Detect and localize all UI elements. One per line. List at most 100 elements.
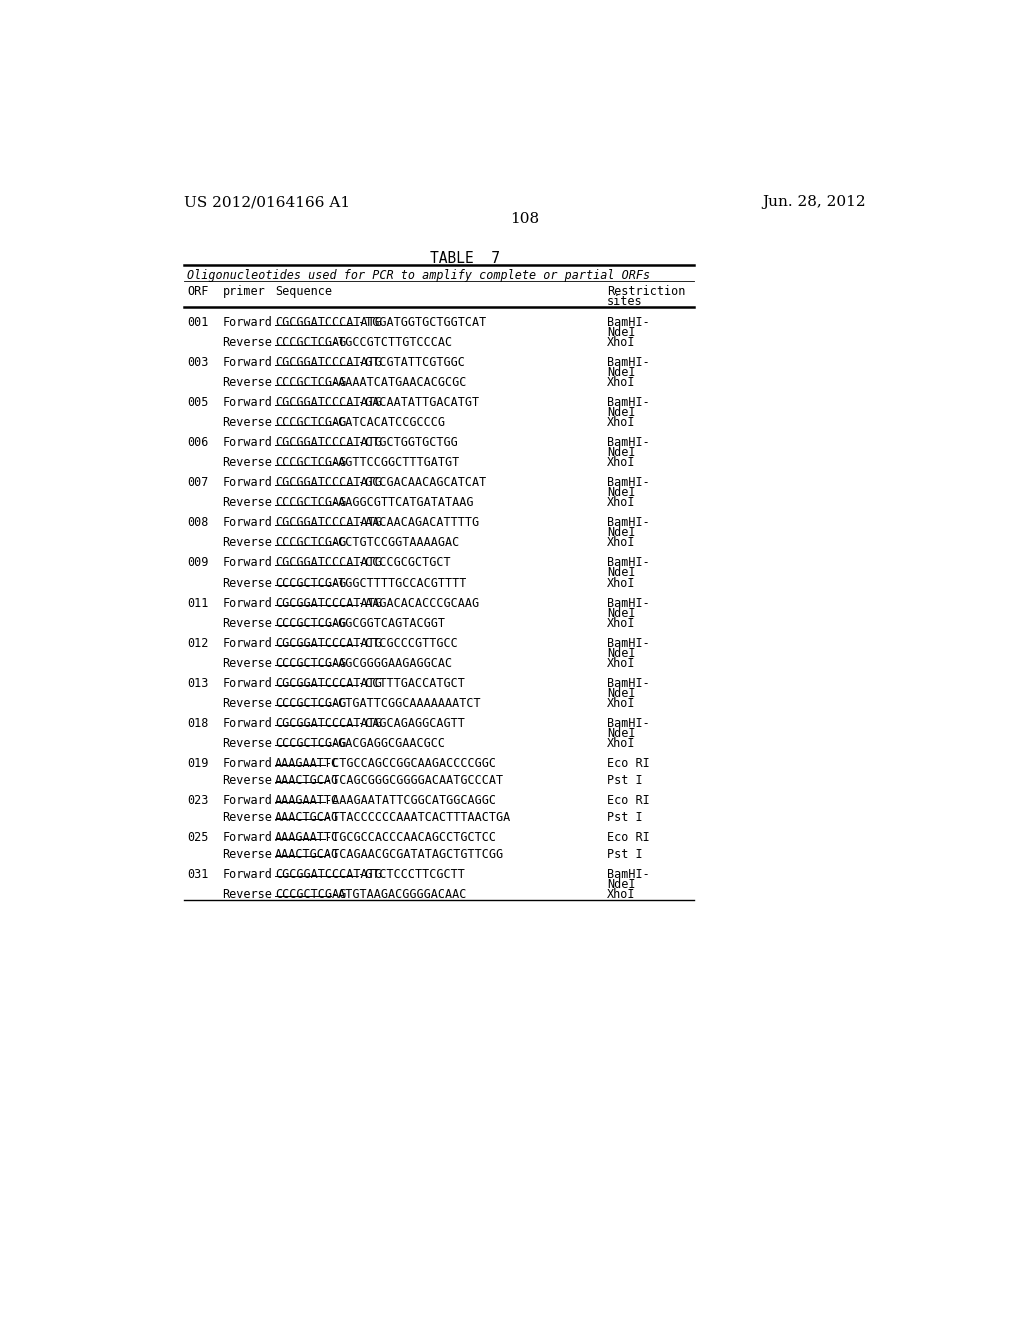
Text: AAACTGCAG: AAACTGCAG xyxy=(275,810,339,824)
Text: -CAGCAGAGGCAGTT: -CAGCAGAGGCAGTT xyxy=(358,717,465,730)
Text: BamHI-: BamHI- xyxy=(607,317,649,329)
Text: CCCGCTCGAG: CCCGCTCGAG xyxy=(275,376,346,389)
Text: CGCGGATCCCATATG: CGCGGATCCCATATG xyxy=(275,477,382,490)
Text: -GGCGGTCAGTACGGT: -GGCGGTCAGTACGGT xyxy=(331,616,444,630)
Text: NdeI: NdeI xyxy=(607,527,636,540)
Text: Pst I: Pst I xyxy=(607,774,643,787)
Text: 023: 023 xyxy=(187,793,208,807)
Text: -TGGCTTTTGCCACGTTTT: -TGGCTTTTGCCACGTTTT xyxy=(331,577,466,590)
Text: 009: 009 xyxy=(187,557,208,569)
Text: -CCTGTCCGGTAAAAGAC: -CCTGTCCGGTAAAAGAC xyxy=(331,536,459,549)
Text: CGCGGATCCCATATG: CGCGGATCCCATATG xyxy=(275,597,382,610)
Text: Reverse: Reverse xyxy=(222,376,272,389)
Text: 011: 011 xyxy=(187,597,208,610)
Text: Pst I: Pst I xyxy=(607,810,643,824)
Text: AAAGAATTC: AAAGAATTC xyxy=(275,756,339,770)
Text: Forward: Forward xyxy=(222,717,272,730)
Text: Sequence: Sequence xyxy=(275,285,332,298)
Text: BamHI-: BamHI- xyxy=(607,516,649,529)
Text: CGCGGATCCCATATG: CGCGGATCCCATATG xyxy=(275,356,382,370)
Text: -CATCACATCCGCCCG: -CATCACATCCGCCCG xyxy=(331,416,444,429)
Text: Forward: Forward xyxy=(222,677,272,689)
Text: CCCGCTCGAG: CCCGCTCGAG xyxy=(275,697,346,710)
Text: NdeI: NdeI xyxy=(607,446,636,459)
Text: -AAAGAATATTCGGCATGGCAGGC: -AAAGAATATTCGGCATGGCAGGC xyxy=(325,793,496,807)
Text: 013: 013 xyxy=(187,677,208,689)
Text: Forward: Forward xyxy=(222,317,272,329)
Text: primer: primer xyxy=(222,285,265,298)
Text: 025: 025 xyxy=(187,830,208,843)
Text: Reverse: Reverse xyxy=(222,416,272,429)
Text: -TCAGAACGCGATATAGCTGTTCGG: -TCAGAACGCGATATAGCTGTTCGG xyxy=(325,847,503,861)
Text: CCCGCTCGAG: CCCGCTCGAG xyxy=(275,496,346,510)
Text: Forward: Forward xyxy=(222,756,272,770)
Text: CGCGGATCCCATATG: CGCGGATCCCATATG xyxy=(275,396,382,409)
Text: Reverse: Reverse xyxy=(222,457,272,470)
Text: NdeI: NdeI xyxy=(607,407,636,420)
Text: -GACGAGGCGAACGCC: -GACGAGGCGAACGCC xyxy=(331,737,444,750)
Text: BamHI-: BamHI- xyxy=(607,867,649,880)
Text: NdeI: NdeI xyxy=(607,367,636,379)
Text: CCCGCTCGAG: CCCGCTCGAG xyxy=(275,887,346,900)
Text: CGCGGATCCCATATG: CGCGGATCCCATATG xyxy=(275,437,382,449)
Text: 007: 007 xyxy=(187,477,208,490)
Text: 006: 006 xyxy=(187,437,208,449)
Text: Reverse: Reverse xyxy=(222,337,272,350)
Text: 018: 018 xyxy=(187,717,208,730)
Text: -GACAATATTGACATGT: -GACAATATTGACATGT xyxy=(358,396,479,409)
Text: Forward: Forward xyxy=(222,396,272,409)
Text: XhoI: XhoI xyxy=(607,737,636,750)
Text: XhoI: XhoI xyxy=(607,697,636,710)
Text: -CCCCGCGCTGCT: -CCCCGCGCTGCT xyxy=(358,557,451,569)
Text: -AGTTCCGGCTTTGATGT: -AGTTCCGGCTTTGATGT xyxy=(331,457,459,470)
Text: CGCGGATCCCATATG: CGCGGATCCCATATG xyxy=(275,636,382,649)
Text: XhoI: XhoI xyxy=(607,887,636,900)
Text: Eco RI: Eco RI xyxy=(607,830,649,843)
Text: Reverse: Reverse xyxy=(222,697,272,710)
Text: Reverse: Reverse xyxy=(222,496,272,510)
Text: BamHI-: BamHI- xyxy=(607,597,649,610)
Text: 012: 012 xyxy=(187,636,208,649)
Text: XhoI: XhoI xyxy=(607,337,636,350)
Text: NdeI: NdeI xyxy=(607,647,636,660)
Text: Forward: Forward xyxy=(222,557,272,569)
Text: CCCGCTCGAG: CCCGCTCGAG xyxy=(275,616,346,630)
Text: NdeI: NdeI xyxy=(607,487,636,499)
Text: Eco RI: Eco RI xyxy=(607,793,649,807)
Text: XhoI: XhoI xyxy=(607,416,636,429)
Text: -CCTTTGACCATGCT: -CCTTTGACCATGCT xyxy=(358,677,465,689)
Text: -AACAACAGACATTTTG: -AACAACAGACATTTTG xyxy=(358,516,479,529)
Text: CCCGCTCGAG: CCCGCTCGAG xyxy=(275,737,346,750)
Text: -GTCGTATTCGTGGC: -GTCGTATTCGTGGC xyxy=(358,356,465,370)
Text: -GTCTCCCTTCGCTT: -GTCTCCCTTCGCTT xyxy=(358,867,465,880)
Text: -CTGCTGGTGCTGG: -CTGCTGGTGCTGG xyxy=(358,437,458,449)
Text: BamHI-: BamHI- xyxy=(607,477,649,490)
Text: NdeI: NdeI xyxy=(607,607,636,619)
Text: -ATGTAAGACGGGGACAAC: -ATGTAAGACGGGGACAAC xyxy=(331,887,466,900)
Text: XhoI: XhoI xyxy=(607,457,636,470)
Text: -TGGATGGTGCTGGTCAT: -TGGATGGTGCTGGTCAT xyxy=(358,317,486,329)
Text: AAACTGCAG: AAACTGCAG xyxy=(275,774,339,787)
Text: CCCGCTCGAG: CCCGCTCGAG xyxy=(275,337,346,350)
Text: XhoI: XhoI xyxy=(607,656,636,669)
Text: 003: 003 xyxy=(187,356,208,370)
Text: BamHI-: BamHI- xyxy=(607,557,649,569)
Text: TABLE  7: TABLE 7 xyxy=(430,251,501,265)
Text: 001: 001 xyxy=(187,317,208,329)
Text: Forward: Forward xyxy=(222,477,272,490)
Text: Forward: Forward xyxy=(222,437,272,449)
Text: NdeI: NdeI xyxy=(607,686,636,700)
Text: -CTCGCCCGTTGCC: -CTCGCCCGTTGCC xyxy=(358,636,458,649)
Text: -GCCGACAACAGCATCAT: -GCCGACAACAGCATCAT xyxy=(358,477,486,490)
Text: AAACTGCAG: AAACTGCAG xyxy=(275,847,339,861)
Text: CGCGGATCCCATATG: CGCGGATCCCATATG xyxy=(275,677,382,689)
Text: CCCGCTCGAG: CCCGCTCGAG xyxy=(275,656,346,669)
Text: 008: 008 xyxy=(187,516,208,529)
Text: 005: 005 xyxy=(187,396,208,409)
Text: XhoI: XhoI xyxy=(607,616,636,630)
Text: -CTGCCAGCCGGCAAGACCCCGGC: -CTGCCAGCCGGCAAGACCCCGGC xyxy=(325,756,496,770)
Text: Forward: Forward xyxy=(222,830,272,843)
Text: NdeI: NdeI xyxy=(607,566,636,579)
Text: Forward: Forward xyxy=(222,597,272,610)
Text: Forward: Forward xyxy=(222,356,272,370)
